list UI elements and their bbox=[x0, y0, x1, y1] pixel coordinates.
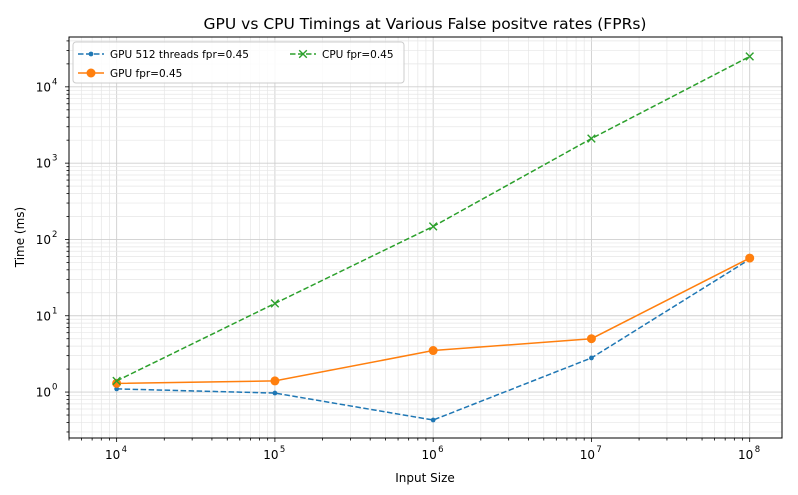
x-marker-stroke bbox=[298, 49, 308, 59]
y-tick-label-base: 10 bbox=[36, 386, 51, 400]
grid-layer bbox=[68, 37, 782, 438]
y-tick-label-exponent: 0 bbox=[52, 383, 57, 393]
data-point bbox=[270, 299, 280, 308]
y-tick-label-exponent: 1 bbox=[52, 306, 57, 316]
series-line bbox=[116, 258, 751, 421]
x-tick-label-exponent: 7 bbox=[596, 445, 601, 455]
legend-entry: GPU 512 threads fpr=0.45 bbox=[78, 49, 249, 61]
x-tick-label: 10 6 bbox=[422, 445, 444, 462]
legend-label: CPU fpr=0.45 bbox=[322, 49, 394, 61]
y-tick-label-base: 10 bbox=[36, 80, 51, 94]
data-point bbox=[112, 378, 122, 388]
x-tick-label-base: 10 bbox=[738, 448, 753, 462]
x-tick-label: 10 4 bbox=[105, 445, 127, 462]
x-marker-stroke bbox=[587, 134, 596, 143]
data-point bbox=[270, 376, 280, 386]
y-tick-label-exponent: 2 bbox=[52, 230, 57, 240]
x-marker-stroke bbox=[428, 222, 438, 231]
x-tick-label-exponent: 5 bbox=[280, 445, 285, 455]
y-tick-label: 10 2 bbox=[36, 230, 58, 247]
data-point bbox=[745, 253, 755, 263]
series-2 bbox=[112, 253, 755, 388]
legend-entry: GPU fpr=0.45 bbox=[78, 68, 182, 80]
y-tick-label: 10 1 bbox=[36, 306, 58, 323]
data-point bbox=[745, 52, 754, 61]
series-layer bbox=[112, 52, 755, 423]
legend-label: GPU 512 threads fpr=0.45 bbox=[110, 49, 249, 61]
data-point bbox=[586, 334, 596, 344]
plot-frame bbox=[68, 36, 783, 439]
data-point bbox=[428, 346, 438, 356]
y-tick-label: 10 4 bbox=[36, 77, 58, 94]
y-tick-label: 10 0 bbox=[36, 383, 58, 400]
x-marker-stroke bbox=[270, 299, 280, 308]
x-tick-label-base: 10 bbox=[263, 448, 278, 462]
x-tick-label-base: 10 bbox=[580, 448, 595, 462]
legend-marker bbox=[86, 68, 96, 78]
data-point bbox=[587, 134, 596, 143]
data-point bbox=[112, 376, 121, 386]
x-tick-label-base: 10 bbox=[105, 448, 120, 462]
legend-entry: CPU fpr=0.45 bbox=[290, 49, 394, 61]
x-tick-label: 10 7 bbox=[580, 445, 602, 462]
y-tick-label: 10 3 bbox=[36, 154, 58, 171]
y-tick-label-base: 10 bbox=[36, 157, 51, 171]
chart-title: GPU vs CPU Timings at Various False posi… bbox=[204, 15, 647, 33]
x-marker-stroke bbox=[745, 52, 754, 61]
legend-marker bbox=[88, 51, 94, 57]
data-point bbox=[272, 390, 278, 396]
tick-layer: 10 4 10 5 10 6 10 7 10 810 010 110 210 310 4 bbox=[36, 40, 760, 462]
data-point bbox=[589, 355, 594, 361]
legend-box bbox=[72, 41, 405, 84]
legend-label: GPU fpr=0.45 bbox=[110, 68, 182, 80]
y-tick-label-base: 10 bbox=[36, 309, 51, 323]
data-point bbox=[428, 222, 438, 231]
x-tick-label: 10 8 bbox=[738, 445, 760, 462]
legend: GPU 512 threads fpr=0.45 GPU fpr=0.45 CPU … bbox=[72, 41, 405, 84]
x-axis-label: Input Size bbox=[395, 471, 455, 485]
series-3 bbox=[112, 52, 754, 386]
x-tick-label: 10 5 bbox=[263, 445, 285, 462]
x-tick-label-exponent: 6 bbox=[438, 445, 443, 455]
y-tick-label-base: 10 bbox=[36, 233, 51, 247]
y-axis-label: Time (ms) bbox=[13, 207, 27, 269]
y-tick-label-exponent: 3 bbox=[52, 154, 57, 164]
x-marker-stroke bbox=[112, 376, 121, 386]
x-tick-label-exponent: 8 bbox=[755, 445, 760, 455]
y-tick-label-exponent: 4 bbox=[52, 77, 57, 87]
legend-marker bbox=[298, 49, 308, 59]
data-point bbox=[430, 417, 436, 423]
x-tick-label-base: 10 bbox=[422, 448, 437, 462]
x-tick-label-exponent: 4 bbox=[122, 445, 127, 455]
